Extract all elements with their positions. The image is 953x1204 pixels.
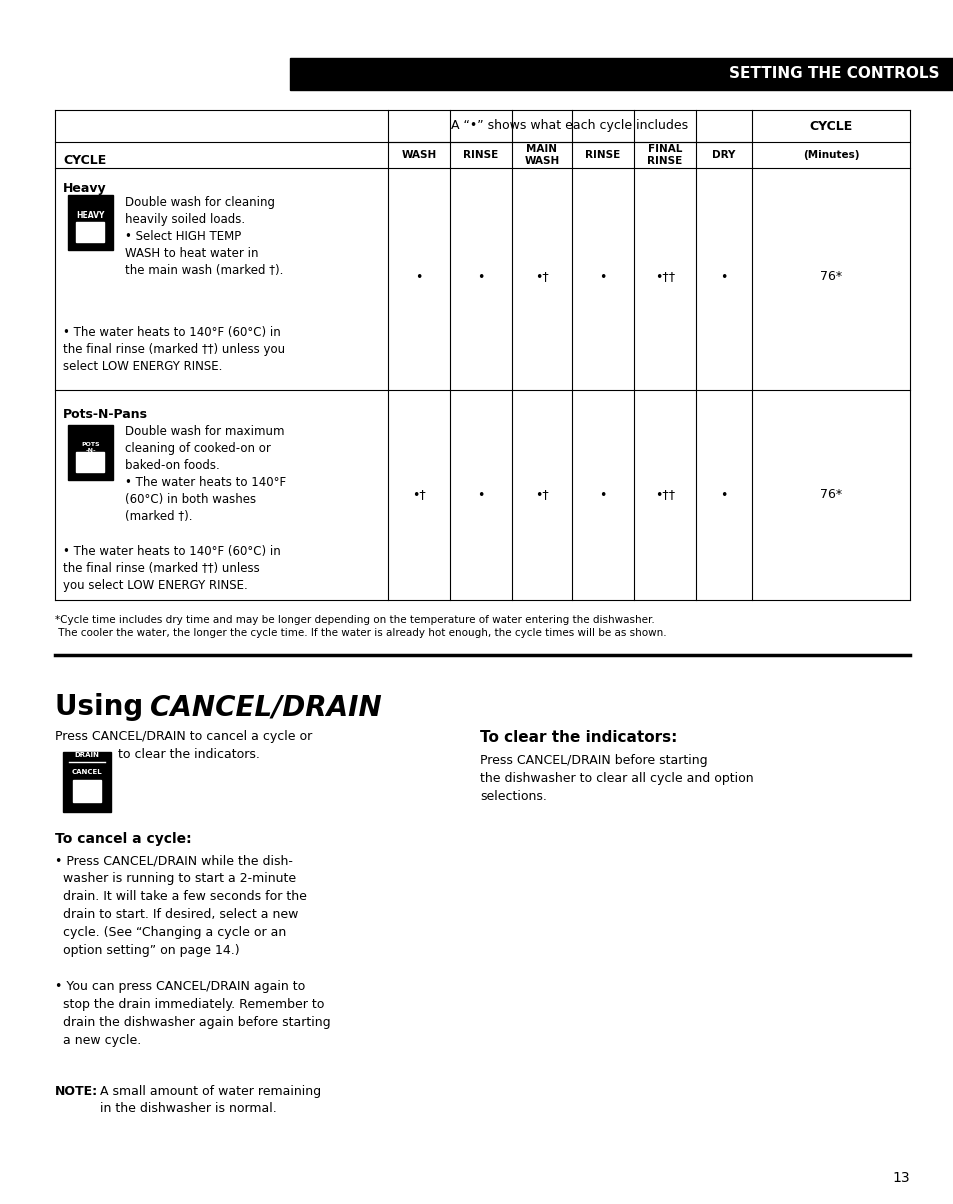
Bar [63,752,111,811]
Bar [73,780,101,802]
Text: •†: •† [535,271,548,283]
Text: Double wash for maximum
cleaning of cooked-on or
baked-on foods.
• The water hea: Double wash for maximum cleaning of cook… [125,425,286,523]
Text: • The water heats to 140°F (60°C) in
the final rinse (marked ††) unless you
sele: • The water heats to 140°F (60°C) in the… [63,326,285,373]
Bar [76,222,104,242]
Text: • You can press CANCEL/DRAIN again to
  stop the drain immediately. Remember to
: • You can press CANCEL/DRAIN again to st… [55,980,331,1047]
Text: CANCEL: CANCEL [71,769,102,775]
Text: *Cycle time includes dry time and may be longer depending on the temperature of : *Cycle time includes dry time and may be… [55,615,666,638]
Text: •†: •† [535,489,548,502]
Text: POTS
-N-
PANS: POTS -N- PANS [81,442,100,459]
Bar [68,425,112,480]
Text: CANCEL/DRAIN: CANCEL/DRAIN [150,694,381,721]
Text: Press CANCEL/DRAIN to cancel a cycle or: Press CANCEL/DRAIN to cancel a cycle or [55,730,312,743]
Text: Double wash for cleaning
heavily soiled loads.
• Select HIGH TEMP
WASH to heat w: Double wash for cleaning heavily soiled … [125,196,283,277]
Text: • Press CANCEL/DRAIN while the dish-
  washer is running to start a 2-minute
  d: • Press CANCEL/DRAIN while the dish- was… [55,854,307,957]
Bar [76,452,104,472]
Text: FINAL
RINSE: FINAL RINSE [647,144,682,166]
Text: CYCLE: CYCLE [63,153,106,166]
Text: RINSE: RINSE [463,150,498,160]
Text: CYCLE: CYCLE [808,119,852,132]
Text: To clear the indicators:: To clear the indicators: [479,730,677,745]
Text: To cancel a cycle:: To cancel a cycle: [55,832,192,846]
Text: •: • [415,271,422,283]
Text: •: • [720,489,727,502]
Text: SETTING THE CONTROLS: SETTING THE CONTROLS [729,66,939,82]
Text: DRY: DRY [712,150,735,160]
Text: •: • [720,271,727,283]
Text: Press CANCEL/DRAIN before starting
the dishwasher to clear all cycle and option
: Press CANCEL/DRAIN before starting the d… [479,754,753,803]
Text: A “•” shows what each cycle includes: A “•” shows what each cycle includes [451,119,688,132]
Text: (Minutes): (Minutes) [801,150,859,160]
Text: WASH: WASH [401,150,436,160]
Text: •: • [476,271,484,283]
Text: 76*: 76* [819,271,841,283]
Bar [290,58,953,90]
Text: RINSE: RINSE [585,150,620,160]
Text: 13: 13 [891,1171,909,1185]
Text: •: • [598,489,606,502]
Text: HEAVY: HEAVY [76,211,105,219]
Text: MAIN
WASH: MAIN WASH [524,144,559,166]
Text: •: • [598,271,606,283]
Text: to clear the indicators.: to clear the indicators. [118,748,259,761]
Text: A small amount of water remaining
in the dishwasher is normal.: A small amount of water remaining in the… [100,1085,321,1115]
Text: Heavy: Heavy [63,182,107,195]
Bar [68,195,112,250]
Text: • The water heats to 140°F (60°C) in
the final rinse (marked ††) unless
you sele: • The water heats to 140°F (60°C) in the… [63,545,280,592]
Text: •††: •†† [655,489,675,502]
Text: •†: •† [412,489,425,502]
Text: NOTE:: NOTE: [55,1085,98,1098]
Text: DRAIN: DRAIN [74,752,99,759]
Text: Using: Using [55,694,152,721]
Text: 76*: 76* [819,489,841,502]
Text: Pots-N-Pans: Pots-N-Pans [63,408,148,421]
Text: •††: •†† [655,271,675,283]
Text: •: • [476,489,484,502]
